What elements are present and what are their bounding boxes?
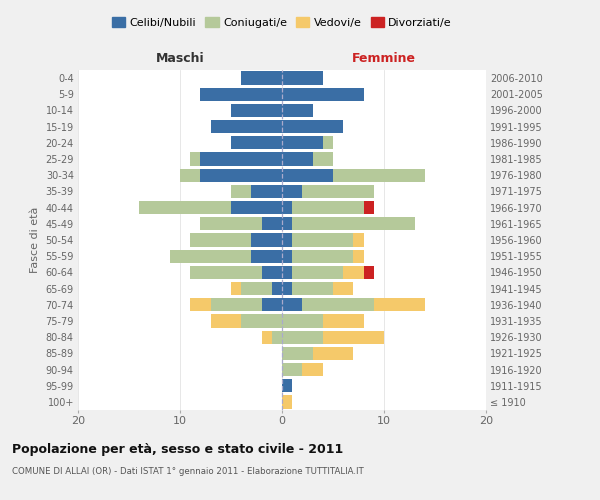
Bar [282, 136, 323, 149]
Bar [313, 152, 333, 166]
Bar [200, 168, 282, 182]
Bar [282, 217, 292, 230]
Bar [282, 379, 292, 392]
Bar [231, 201, 282, 214]
Bar [302, 363, 323, 376]
Bar [374, 298, 425, 312]
Text: Maschi: Maschi [155, 52, 205, 65]
Bar [313, 346, 353, 360]
Bar [251, 250, 282, 263]
Bar [282, 234, 292, 246]
Bar [262, 217, 282, 230]
Bar [262, 330, 272, 344]
Bar [251, 234, 282, 246]
Bar [302, 298, 374, 312]
Y-axis label: Fasce di età: Fasce di età [30, 207, 40, 273]
Bar [139, 201, 231, 214]
Bar [323, 136, 333, 149]
Bar [241, 282, 272, 295]
Bar [262, 298, 282, 312]
Bar [333, 168, 425, 182]
Legend: Celibi/Nubili, Coniugati/e, Vedovi/e, Divorziati/e: Celibi/Nubili, Coniugati/e, Vedovi/e, Di… [107, 13, 457, 32]
Bar [200, 217, 262, 230]
Bar [282, 120, 343, 134]
Bar [231, 282, 241, 295]
Bar [282, 104, 313, 117]
Bar [231, 185, 251, 198]
Bar [302, 185, 374, 198]
Bar [282, 330, 323, 344]
Bar [282, 250, 292, 263]
Bar [292, 217, 415, 230]
Bar [282, 363, 302, 376]
Bar [282, 298, 302, 312]
Bar [200, 152, 282, 166]
Bar [333, 282, 353, 295]
Bar [190, 152, 200, 166]
Bar [211, 120, 282, 134]
Bar [190, 234, 251, 246]
Bar [282, 88, 364, 101]
Bar [282, 282, 292, 295]
Bar [323, 330, 384, 344]
Bar [282, 396, 292, 408]
Bar [282, 185, 302, 198]
Text: COMUNE DI ALLAI (OR) - Dati ISTAT 1° gennaio 2011 - Elaborazione TUTTITALIA.IT: COMUNE DI ALLAI (OR) - Dati ISTAT 1° gen… [12, 468, 364, 476]
Bar [190, 266, 262, 279]
Bar [231, 104, 282, 117]
Bar [292, 201, 364, 214]
Bar [180, 168, 200, 182]
Bar [353, 234, 364, 246]
Bar [282, 346, 313, 360]
Bar [190, 298, 211, 312]
Bar [282, 168, 333, 182]
Bar [200, 88, 282, 101]
Bar [251, 185, 282, 198]
Bar [231, 136, 282, 149]
Bar [272, 282, 282, 295]
Text: Femmine: Femmine [352, 52, 416, 65]
Bar [272, 330, 282, 344]
Bar [282, 201, 292, 214]
Bar [241, 72, 282, 85]
Bar [343, 266, 364, 279]
Bar [211, 298, 262, 312]
Bar [211, 314, 241, 328]
Bar [170, 250, 251, 263]
Text: Popolazione per età, sesso e stato civile - 2011: Popolazione per età, sesso e stato civil… [12, 442, 343, 456]
Bar [323, 314, 364, 328]
Bar [282, 266, 292, 279]
Bar [282, 152, 313, 166]
Bar [292, 250, 353, 263]
Bar [282, 72, 323, 85]
Bar [364, 266, 374, 279]
Bar [262, 266, 282, 279]
Bar [292, 234, 353, 246]
Bar [282, 314, 323, 328]
Bar [364, 201, 374, 214]
Bar [292, 266, 343, 279]
Bar [292, 282, 333, 295]
Bar [241, 314, 282, 328]
Bar [353, 250, 364, 263]
